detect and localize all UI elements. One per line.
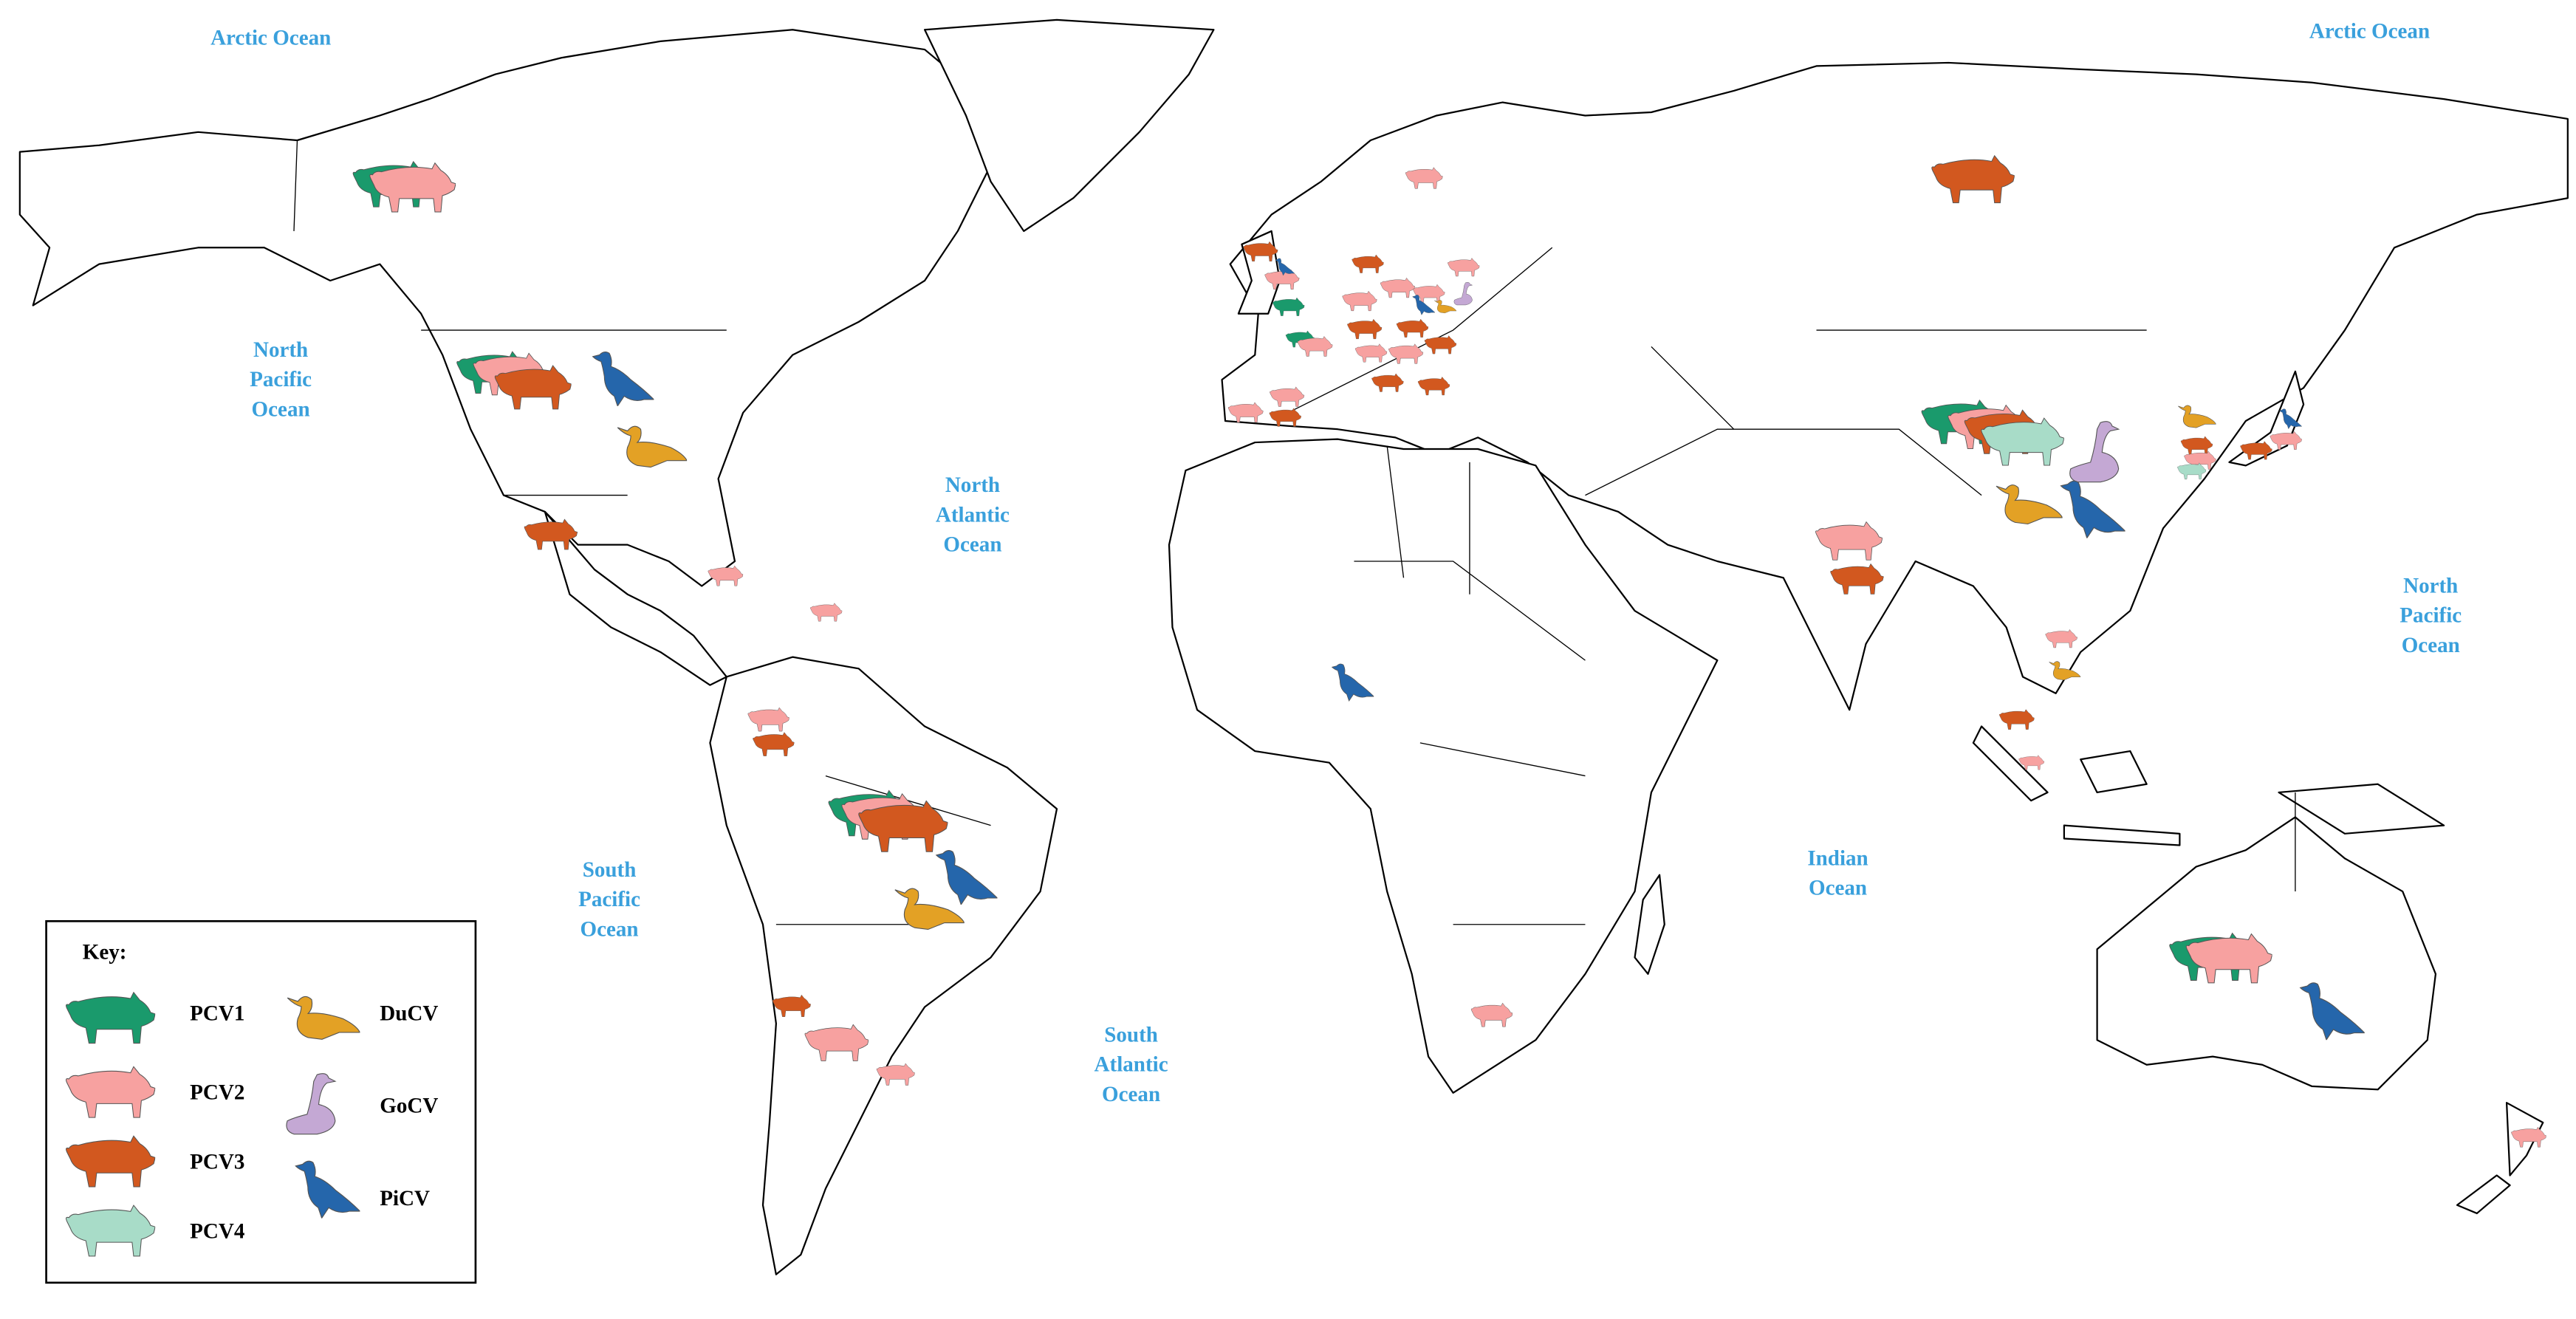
ocean-label-line: North <box>2403 574 2458 597</box>
pig-icon <box>809 603 843 622</box>
ocean-label-line: Ocean <box>943 533 1001 557</box>
ocean-label-line: Pacific <box>250 368 312 391</box>
ocean-label-line: Ocean <box>1102 1083 1160 1106</box>
ocean-label-line: South <box>583 858 637 882</box>
key-title: Key: <box>83 941 127 965</box>
indonesia <box>1972 725 2445 846</box>
south-america <box>709 656 1058 1275</box>
ocean-label-line: Arctic Ocean <box>2309 19 2430 43</box>
ocean-label: Arctic Ocean <box>2309 19 2430 43</box>
africa <box>1168 438 1719 1094</box>
ocean-label-line: Pacific <box>2399 604 2462 628</box>
key-label: PCV3 <box>190 1151 244 1174</box>
ocean-label: North Pacific Ocean <box>250 338 312 421</box>
ocean-label-line: Ocean <box>2402 634 2460 657</box>
ocean-label: Arctic Ocean <box>210 26 331 49</box>
ocean-label-line: Ocean <box>1809 877 1867 900</box>
ocean-label-line: North <box>945 473 1000 497</box>
ocean-label: South Atlantic Ocean <box>1095 1023 1168 1106</box>
ocean-label-line: Ocean <box>252 397 310 421</box>
ocean-label-line: Atlantic <box>936 503 1010 527</box>
key-label: PCV1 <box>190 1001 244 1025</box>
ocean-label-line: Pacific <box>578 888 640 911</box>
key-label: DuCV <box>380 1001 438 1025</box>
ocean-label-line: Ocean <box>580 917 639 941</box>
madagascar <box>1634 874 1665 975</box>
ocean-label-line: Arctic Ocean <box>210 26 331 49</box>
key-label: GoCV <box>380 1094 438 1118</box>
ocean-label-line: North <box>253 338 308 362</box>
ocean-label-line: South <box>1104 1023 1158 1046</box>
new-zealand <box>2456 1102 2544 1215</box>
key-label: PCV2 <box>190 1081 244 1105</box>
pig-icon <box>1998 709 2035 730</box>
greenland <box>923 18 1215 233</box>
ocean-label: North Atlantic Ocean <box>936 473 1010 556</box>
key-label: PCV4 <box>190 1219 244 1243</box>
key-label: PiCV <box>380 1187 430 1210</box>
north-america <box>18 29 992 587</box>
ocean-label: Indian Ocean <box>1807 846 1868 900</box>
borders <box>293 140 2296 925</box>
ocean-label: North Pacific Ocean <box>2399 574 2462 657</box>
continents <box>18 18 2569 1275</box>
ocean-label-line: Indian <box>1807 846 1868 870</box>
ocean-label: South Pacific Ocean <box>578 858 640 941</box>
ocean-label-line: Atlantic <box>1095 1053 1168 1077</box>
key: Key: PCV1 PCV2 PCV3 PCV4 DuCV GoCV PiCV <box>45 919 477 1284</box>
